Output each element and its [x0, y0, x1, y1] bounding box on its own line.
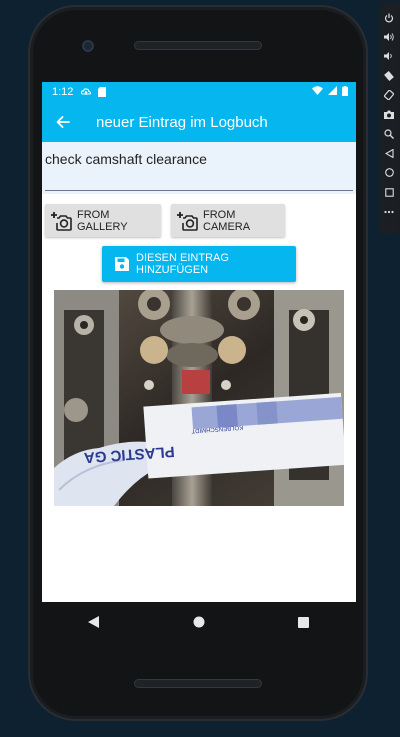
volume-up-icon[interactable]: [382, 27, 396, 46]
gauge-text: PLASTIC GA: [83, 443, 175, 466]
status-time: 1:12: [52, 86, 74, 98]
rotate-left-icon[interactable]: [382, 66, 396, 85]
from-gallery-button[interactable]: FROM GALLERY: [45, 204, 161, 237]
front-camera: [82, 40, 94, 52]
battery-icon: [342, 85, 348, 99]
sd-card-icon: [97, 87, 107, 97]
add-photo-icon: [177, 210, 199, 232]
from-camera-button[interactable]: FROM CAMERA: [171, 204, 285, 237]
wifi-icon: [312, 86, 323, 98]
entry-input-container: [42, 142, 356, 194]
android-nav-bar: [42, 602, 356, 642]
app-screen: 1:12 neuer Ei: [42, 82, 356, 602]
camera-icon[interactable]: [382, 105, 396, 124]
power-icon[interactable]: [382, 8, 396, 27]
more-icon[interactable]: [382, 202, 396, 221]
back-icon[interactable]: [382, 144, 396, 163]
top-speaker: [134, 41, 262, 50]
overview-icon[interactable]: [382, 183, 396, 202]
image-source-buttons: FROM GALLERY FROM CAMERA: [42, 194, 356, 237]
home-icon[interactable]: [382, 163, 396, 182]
gauge-subtext: KOLBENSCHMIDT: [191, 424, 243, 434]
recents-square-icon[interactable]: [294, 612, 314, 632]
save-icon: [114, 256, 130, 272]
status-bar: 1:12: [42, 82, 356, 102]
back-triangle-icon[interactable]: [84, 612, 104, 632]
add-entry-button[interactable]: DIESEN EINTRAG HINZUFÜGEN: [102, 246, 296, 282]
cloud-upload-icon: [81, 87, 92, 97]
entry-text-field[interactable]: [45, 151, 352, 167]
from-camera-label: FROM CAMERA: [203, 208, 251, 233]
attached-photo: PLASTIC GA KOLBENSCHMIDT: [54, 290, 344, 506]
home-circle-icon[interactable]: [189, 612, 209, 632]
add-photo-icon: [51, 210, 73, 232]
zoom-icon[interactable]: [382, 124, 396, 143]
rotate-right-icon[interactable]: [382, 86, 396, 105]
add-entry-label: DIESEN EINTRAG HINZUFÜGEN: [136, 252, 229, 276]
bottom-speaker: [134, 679, 262, 688]
emulator-toolbar: [379, 2, 399, 234]
app-bar: neuer Eintrag im Logbuch: [42, 102, 356, 142]
from-gallery-label: FROM GALLERY: [77, 208, 128, 233]
page-title: neuer Eintrag im Logbuch: [96, 113, 268, 131]
arrow-back-icon[interactable]: [54, 113, 72, 131]
volume-down-icon[interactable]: [382, 47, 396, 66]
signal-icon: [328, 86, 337, 98]
input-underline: [45, 190, 353, 191]
